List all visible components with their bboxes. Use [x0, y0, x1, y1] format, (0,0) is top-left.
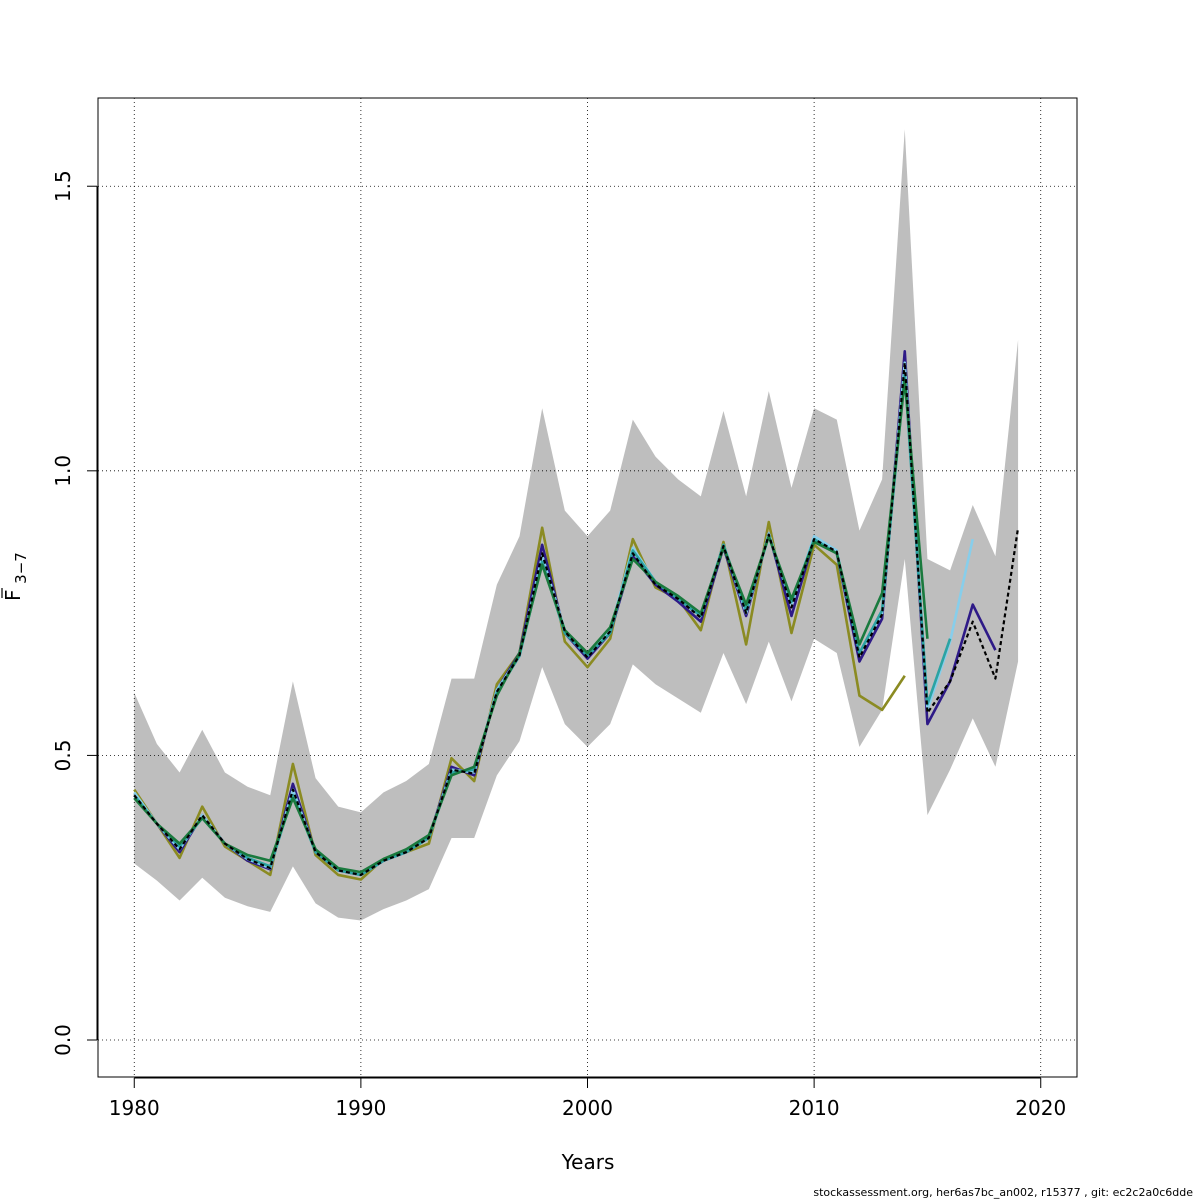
x-tick-label: 2020 — [1015, 1096, 1066, 1120]
y-axis: 0.0 0.5 1.0 1.5 — [51, 170, 98, 1056]
y-axis-title-subscript: 3−7 — [12, 552, 30, 584]
x-tick-label: 1980 — [109, 1096, 160, 1120]
x-tick-label: 2010 — [789, 1096, 840, 1120]
x-tick-label: 2000 — [562, 1096, 613, 1120]
y-tick-label: 1.5 — [51, 170, 75, 202]
plot-frame — [97, 97, 1078, 1078]
svg-text:F 3−7: F 3−7 — [1, 552, 30, 601]
x-tick-label: 1990 — [335, 1096, 386, 1120]
y-tick-label: 1.0 — [51, 455, 75, 487]
y-axis-title-main: F — [1, 589, 25, 601]
confidence-band — [134, 129, 1019, 921]
series-layer — [133, 349, 1020, 881]
y-tick-label: 0.0 — [51, 1024, 75, 1056]
series-line-5 — [133, 378, 929, 874]
series-line-6 — [133, 361, 1020, 877]
x-axis: 1980 1990 2000 2010 2020 — [109, 1077, 1066, 1120]
y-axis-title: F 3−7 — [1, 552, 30, 601]
confidence-band-layer — [134, 129, 1019, 921]
x-axis-title: Years — [561, 1150, 615, 1174]
y-tick-label: 0.5 — [51, 740, 75, 772]
footer-caption: stockassessment.org, her6as7bc_an002, r1… — [813, 1186, 1193, 1199]
